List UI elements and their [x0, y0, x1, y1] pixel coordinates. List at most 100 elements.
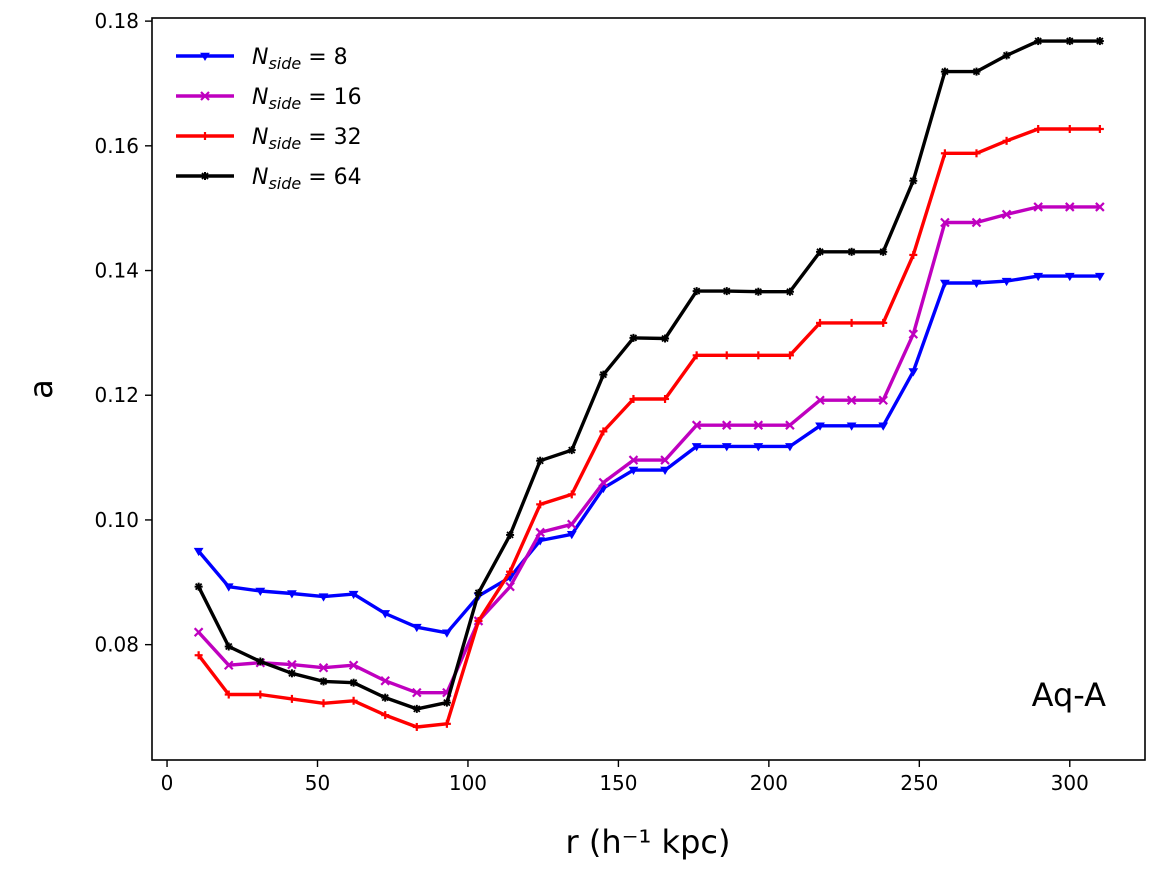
- data-point: [692, 287, 701, 296]
- x-tick-label: 50: [305, 771, 330, 795]
- data-point: [256, 657, 265, 666]
- data-point: [908, 329, 919, 339]
- data-point: [1001, 277, 1012, 287]
- y-axis: 0.08 0.10 0.12 0.14 0.16 0.18: [94, 9, 152, 657]
- data-point: [940, 67, 949, 76]
- data-point: [380, 676, 390, 686]
- data-point: [846, 422, 857, 431]
- series-line: [197, 205, 1100, 695]
- data-point: [1064, 272, 1075, 282]
- data-point: [971, 279, 982, 288]
- data-point: [753, 420, 764, 430]
- data-point: [412, 704, 421, 713]
- legend-label: Nside = 8: [252, 45, 348, 73]
- data-point: [256, 690, 265, 699]
- data-point: [722, 351, 731, 360]
- data-point: [412, 722, 421, 731]
- data-point: [287, 659, 297, 670]
- series-layer: [193, 37, 1105, 731]
- data-point: [1002, 51, 1011, 60]
- data-point: [566, 530, 577, 540]
- data-point: [201, 132, 209, 140]
- legend-label: Nside = 32: [252, 125, 362, 153]
- data-point: [474, 588, 483, 597]
- data-point: [599, 370, 608, 379]
- data-point: [628, 466, 639, 476]
- data-point: [411, 623, 422, 633]
- legend: Nside = 8 Nside = 16 Nside = 32 Nside = 64: [176, 45, 362, 193]
- data-point: [536, 500, 545, 509]
- x-tick-label: 300: [1051, 771, 1089, 795]
- data-point: [223, 660, 234, 671]
- data-point: [691, 420, 702, 430]
- data-point: [754, 287, 763, 296]
- data-point: [474, 616, 483, 625]
- data-point: [721, 443, 732, 452]
- data-point: [785, 351, 794, 360]
- data-point: [972, 67, 981, 76]
- data-point: [753, 443, 764, 452]
- y-tick-label: 0.10: [94, 508, 139, 532]
- data-point: [566, 519, 577, 530]
- data-point: [194, 651, 203, 660]
- data-point: [319, 699, 328, 708]
- legend-label: Nside = 64: [252, 165, 362, 193]
- data-point: [629, 394, 638, 403]
- data-point: [442, 629, 452, 638]
- data-point: [722, 287, 731, 296]
- data-point: [349, 696, 358, 705]
- series-line: [197, 39, 1100, 711]
- data-point: [318, 593, 329, 602]
- data-point: [815, 395, 825, 406]
- data-point: [599, 427, 608, 436]
- data-point: [535, 527, 545, 538]
- legend-item: Nside = 16: [176, 85, 362, 113]
- data-point: [660, 466, 670, 476]
- data-point: [193, 547, 204, 557]
- data-point: [628, 455, 639, 465]
- data-point: [381, 693, 390, 702]
- data-point: [442, 698, 451, 707]
- data-point: [879, 247, 888, 256]
- data-point: [567, 490, 576, 499]
- data-point: [506, 567, 515, 576]
- data-point: [661, 394, 670, 403]
- data-point: [506, 530, 515, 539]
- x-tick-label: 250: [900, 771, 938, 795]
- data-point: [971, 217, 982, 228]
- data-point: [255, 587, 266, 597]
- data-point: [660, 455, 670, 465]
- data-point: [691, 443, 702, 452]
- data-point: [940, 149, 949, 158]
- data-point: [193, 627, 204, 637]
- series-3: [194, 124, 1104, 731]
- x-tick-label: 150: [599, 771, 637, 795]
- data-point: [816, 247, 825, 256]
- y-axis-label: a: [22, 379, 60, 399]
- data-point: [287, 590, 297, 599]
- data-point: [442, 719, 451, 728]
- data-point: [785, 443, 795, 452]
- legend-label: Nside = 16: [252, 85, 362, 113]
- series-line: [197, 127, 1100, 729]
- data-point: [598, 477, 609, 488]
- data-point: [940, 217, 950, 228]
- data-point: [1033, 272, 1044, 282]
- data-point: [224, 690, 233, 699]
- data-point: [1064, 202, 1075, 212]
- data-point: [878, 422, 889, 431]
- data-point: [721, 420, 732, 430]
- data-point: [319, 677, 328, 686]
- data-point: [287, 694, 296, 703]
- data-point: [380, 610, 391, 619]
- data-point: [224, 642, 233, 651]
- series-4: [194, 37, 1104, 713]
- x-axis: 0 50 100 150 200 250 300: [161, 760, 1089, 795]
- data-point: [1002, 136, 1011, 145]
- data-point: [940, 279, 950, 288]
- legend-item: Nside = 32: [176, 125, 362, 153]
- data-point: [1033, 202, 1043, 212]
- data-point: [909, 176, 918, 185]
